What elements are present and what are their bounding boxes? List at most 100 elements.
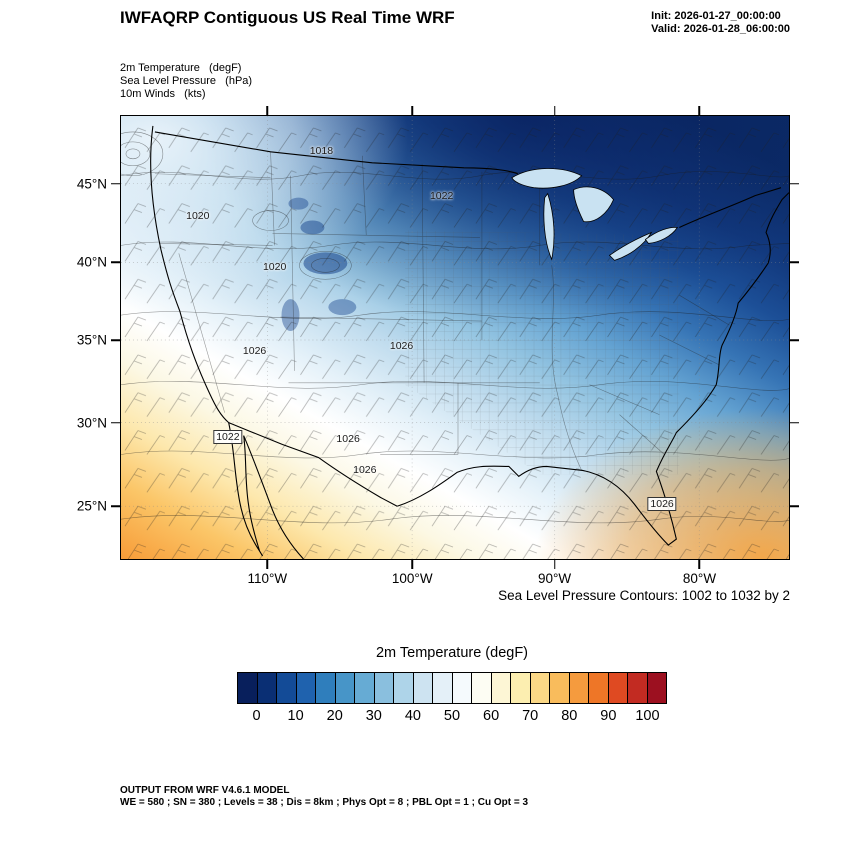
colorbar-cell (472, 673, 492, 703)
field-line-temperature: 2m Temperature (degF) (120, 62, 242, 74)
colorbar-cell (394, 673, 414, 703)
lat-tick-mark (790, 183, 799, 185)
colorbar-cell (335, 673, 355, 703)
lat-tick-mark (790, 339, 799, 341)
pacific-coast (150, 125, 304, 559)
colorbar-tick-label: 100 (635, 708, 660, 724)
lat-tick-mark (790, 421, 799, 424)
pressure-contour-label: 1018 (309, 145, 334, 158)
pressure-contour-label: 1022 (429, 189, 454, 202)
field-line-winds: 10m Winds (kts) (120, 88, 206, 100)
lat-tick-mark (111, 339, 120, 341)
weather-map-graphic (121, 116, 789, 559)
lon-tick-mark (411, 560, 413, 569)
lon-tick-label: 90°W (537, 571, 572, 586)
lat-tick-label: 25°N (76, 498, 107, 514)
colorbar-cell (511, 673, 531, 703)
colorbar-tick-label: 90 (600, 708, 617, 724)
lon-tick-mark (698, 560, 701, 569)
canada-border-west (154, 131, 519, 175)
lat-tick-mark (790, 505, 799, 508)
colorbar-cell (452, 673, 472, 703)
pressure-contour-label: 1026 (242, 344, 267, 357)
pressure-contour-note: Sea Level Pressure Contours: 1002 to 103… (498, 588, 790, 603)
lat-tick-label: 35°N (76, 332, 107, 348)
lat-tick-label: 30°N (76, 415, 107, 431)
colorbar-cell (569, 673, 589, 703)
pressure-contour-label: 1022 (213, 430, 243, 445)
pressure-contour-label: 1026 (353, 464, 377, 477)
lat-tick-mark (111, 421, 120, 424)
model-footer: OUTPUT FROM WRF V4.6.1 MODEL WE = 580 ; … (120, 785, 528, 809)
colorbar-cell (433, 673, 453, 703)
coastlines-and-borders (150, 125, 789, 559)
pressure-contour-label: 1026 (647, 496, 677, 511)
colorbar-tick-label: 50 (443, 708, 461, 724)
colorbar-tick-label: 10 (287, 708, 304, 724)
lon-tick-label: 100°W (391, 571, 433, 586)
great-lakes (511, 168, 679, 261)
colorbar-tick-label: 0 (252, 708, 261, 724)
state-boundaries (154, 151, 730, 471)
colorbar-cell (316, 673, 336, 703)
colorbar-cell (277, 673, 297, 703)
colorbar-cell (296, 673, 316, 703)
lat-tick-mark (111, 505, 120, 508)
colorbar-cell (589, 673, 609, 703)
pressure-contour-label: 1020 (262, 260, 287, 273)
lon-tick-mark (553, 106, 556, 115)
lon-tick-mark (266, 560, 269, 569)
footer-config-line: WE = 580 ; SN = 380 ; Levels = 38 ; Dis … (120, 797, 529, 808)
mexico-border (228, 422, 398, 507)
pressure-contour-label: 1020 (186, 209, 210, 222)
colorbar-title: 2m Temperature (degF) (375, 645, 529, 661)
lake-erie (608, 231, 653, 261)
lat-tick-label: 40°N (76, 254, 107, 270)
init-time: Init: 2026-01-27_00:00:00 (651, 10, 781, 22)
map-plot: 45°N 40°N 35°N 30°N 25°N 110°W 100°W 90°W 80°W 10… (77, 106, 799, 586)
gulf-atlantic-coast (397, 192, 789, 546)
canada-border-east (679, 187, 782, 228)
colorbar-cell (355, 673, 375, 703)
lake-superior (511, 168, 583, 189)
colorbar-cell (550, 673, 570, 703)
lon-tick-mark (553, 560, 556, 569)
colorbar-tick-label: 60 (483, 708, 500, 724)
lake-ontario (644, 226, 679, 244)
lon-tick-mark (698, 106, 701, 115)
field-line-pressure: Sea Level Pressure (hPa) (120, 75, 253, 87)
pressure-contour-label: 1026 (336, 433, 360, 446)
pressure-contour-label: 1026 (389, 340, 414, 353)
run-info: Init: 2026-01-27_00:00:00 Valid: 2026-01… (651, 10, 790, 36)
lake-huron (573, 186, 614, 223)
colorbar-tick-label: 40 (404, 708, 421, 724)
lon-tick-mark (266, 106, 269, 115)
colorbar-cell (628, 673, 648, 703)
colorbar-cell (413, 673, 433, 703)
lake-michigan (543, 192, 555, 261)
lat-tick-label: 45°N (76, 176, 107, 192)
colorbar-tick-label: 80 (561, 708, 578, 724)
valid-time: Valid: 2026-01-28_06:00:00 (651, 23, 790, 35)
colorbar-cell (491, 673, 511, 703)
page-title: IWFAQRP Contiguous US Real Time WRF (120, 8, 455, 27)
colorbar-tick-label: 30 (365, 708, 382, 724)
lon-tick-label: 110°W (247, 571, 288, 586)
colorbar-cell (374, 673, 394, 703)
colorbar-cell (257, 673, 277, 703)
lat-tick-mark (111, 261, 120, 263)
lon-tick-label: 80°W (682, 571, 717, 586)
footer-model-line: OUTPUT FROM WRF V4.6.1 MODEL (120, 785, 290, 796)
colorbar (237, 672, 667, 704)
lon-tick-mark (411, 106, 413, 115)
lat-tick-mark (790, 261, 799, 263)
colorbar-ticks: 0 10 20 30 40 50 60 70 80 90 100 (237, 708, 667, 728)
wind-barb-field (121, 116, 789, 559)
colorbar-tick-label: 70 (522, 708, 539, 724)
colorbar-cell (238, 673, 258, 703)
lat-tick-mark (111, 183, 120, 185)
colorbar-cell (608, 673, 628, 703)
colorbar-cell (530, 673, 550, 703)
colorbar-tick-label: 20 (326, 708, 343, 724)
